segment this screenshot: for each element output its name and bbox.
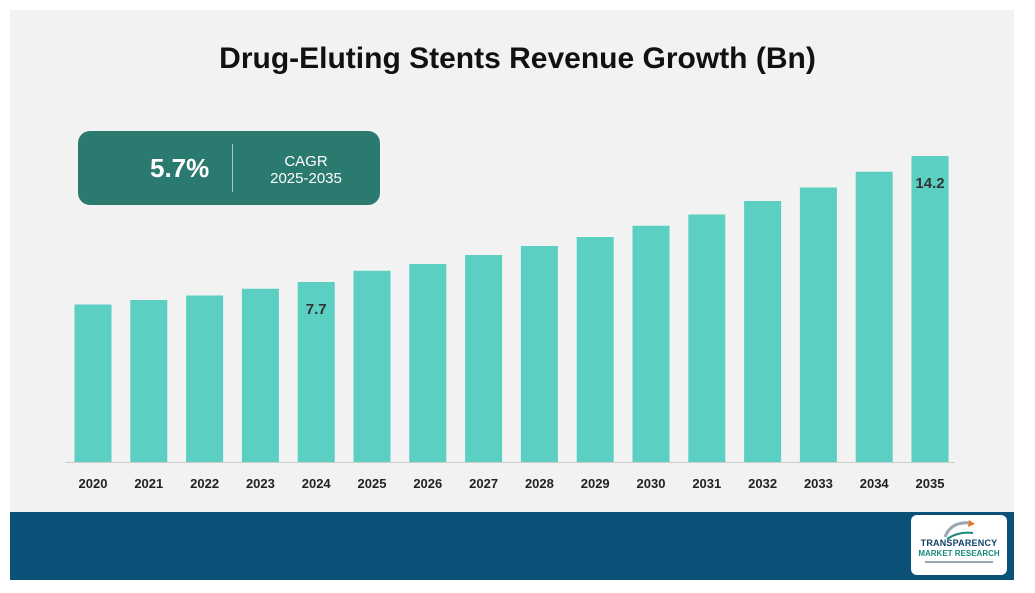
bar-2031 <box>688 214 726 462</box>
footer-band <box>10 512 1014 580</box>
company-logo: TRANSPARENCY MARKET RESEARCH <box>911 515 1007 575</box>
bar-2021 <box>130 300 168 462</box>
x-tick-label-2028: 2028 <box>525 476 554 491</box>
x-tick-label-2023: 2023 <box>246 476 275 491</box>
x-tick-label-2026: 2026 <box>413 476 442 491</box>
cagr-box: 5.7% CAGR 2025-2035 <box>78 131 380 205</box>
bar-2028 <box>520 246 558 462</box>
bar-2024 <box>297 282 335 462</box>
chart-card <box>10 10 1014 512</box>
cagr-divider <box>232 144 233 192</box>
x-tick-label-2025: 2025 <box>358 476 387 491</box>
bar-2023 <box>241 288 279 462</box>
bar-2022 <box>186 295 224 462</box>
x-tick-label-2030: 2030 <box>637 476 666 491</box>
chart-title: Drug-Eluting Stents Revenue Growth (Bn) <box>219 42 816 75</box>
cagr-value: 5.7% <box>150 153 210 183</box>
bar-2029 <box>576 237 614 462</box>
cagr-label-block: CAGR 2025-2035 <box>256 153 356 187</box>
logo-text-line2: MARKET RESEARCH <box>918 549 1000 558</box>
bar-2033 <box>799 187 837 462</box>
cagr-label: CAGR <box>284 153 328 170</box>
x-tick-label-2022: 2022 <box>190 476 219 491</box>
x-tick-label-2029: 2029 <box>581 476 610 491</box>
x-tick-label-2032: 2032 <box>748 476 777 491</box>
bar-2025 <box>353 270 391 462</box>
x-tick-label-2027: 2027 <box>469 476 498 491</box>
logo-swoosh-icon <box>943 520 975 540</box>
bar-2027 <box>465 255 503 462</box>
bar-2032 <box>744 201 782 462</box>
x-tick-label-2033: 2033 <box>804 476 833 491</box>
bar-2026 <box>409 264 447 462</box>
bar-2035 <box>911 156 949 462</box>
x-tick-label-2024: 2024 <box>302 476 332 491</box>
cagr-period: 2025-2035 <box>270 170 342 187</box>
x-tick-label-2034: 2034 <box>860 476 890 491</box>
x-tick-label-2031: 2031 <box>692 476 721 491</box>
data-label-2024: 7.7 <box>306 301 327 318</box>
x-tick-label-2020: 2020 <box>79 476 108 491</box>
bar-2034 <box>855 171 893 462</box>
x-tick-label-2035: 2035 <box>916 476 945 491</box>
bar-2030 <box>632 225 670 462</box>
bar-2020 <box>74 304 112 462</box>
logo-tagline-bar <box>925 561 993 563</box>
x-tick-label-2021: 2021 <box>134 476 163 491</box>
logo-text-line1: TRANSPARENCY <box>920 538 998 548</box>
data-label-2035: 14.2 <box>915 175 944 192</box>
